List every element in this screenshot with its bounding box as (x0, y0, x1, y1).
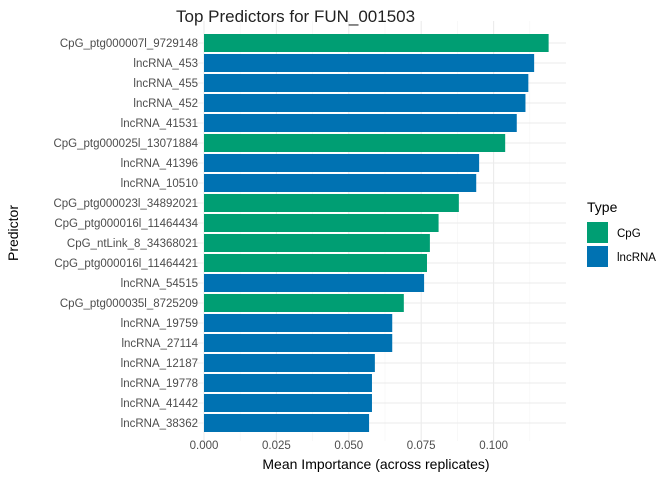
y-tick-label: lncRNA_10510 (121, 178, 198, 190)
chart-title: Top Predictors for FUN_001503 (176, 7, 415, 26)
bar (204, 134, 506, 152)
y-tick-label: lncRNA_41442 (121, 398, 198, 410)
y-tick-label: lncRNA_453 (133, 58, 198, 70)
y-tick-label: CpG_ptg000007l_9729148 (60, 38, 198, 50)
legend-title: Type (587, 199, 618, 215)
y-tick-label: CpG_ptg000016l_11464434 (54, 218, 198, 230)
x-tick-label: 0.100 (479, 440, 508, 452)
legend: Type CpG lncRNA (587, 199, 656, 267)
bar (204, 94, 526, 112)
bar (204, 274, 425, 292)
y-tick-label: lncRNA_12187 (121, 358, 198, 370)
x-tick-label: 0.025 (262, 440, 291, 452)
y-tick-label: lncRNA_455 (133, 78, 198, 90)
x-axis-title: Mean Importance (across replicates) (262, 456, 489, 472)
y-tick-label: lncRNA_54515 (121, 278, 198, 290)
legend-swatch (587, 246, 608, 267)
y-tick-label: lncRNA_38362 (121, 418, 198, 430)
x-tick-label: 0.000 (190, 440, 219, 452)
y-tick-label: CpG_ptg000023l_34892021 (53, 198, 198, 210)
bar (204, 414, 370, 432)
bar (204, 154, 480, 172)
y-tick-label: CpG_ptg000016l_11464421 (54, 258, 198, 270)
bar (204, 294, 404, 312)
bar (204, 214, 439, 232)
y-tick-label: lncRNA_452 (133, 98, 198, 110)
legend-swatch (587, 222, 608, 243)
bar (204, 34, 549, 52)
y-tick-label: CpG_ntLink_8_34368021 (67, 238, 198, 250)
bar (204, 254, 427, 272)
bar (204, 314, 393, 332)
legend-label: lncRNA (617, 252, 656, 264)
x-tick-labels: 0.000 0.025 0.050 0.075 0.100 (190, 440, 508, 452)
y-tick-label: CpG_ptg000025l_13071884 (53, 138, 198, 150)
y-tick-label: lncRNA_19759 (121, 318, 198, 330)
y-tick-label: CpG_ptg000035l_8725209 (60, 298, 198, 310)
y-tick-label: lncRNA_41396 (121, 158, 198, 170)
bar (204, 74, 529, 92)
bar (204, 174, 477, 192)
bar (204, 54, 535, 72)
bar (204, 114, 517, 132)
x-tick-label: 0.075 (407, 440, 436, 452)
bar (204, 234, 430, 252)
bar (204, 354, 375, 372)
y-tick-label: lncRNA_41531 (121, 118, 198, 130)
y-tick-label: lncRNA_27114 (121, 338, 198, 350)
bar (204, 394, 372, 412)
y-tick-labels: CpG_ptg000007l_9729148 lncRNA_453 lncRNA_4… (53, 38, 198, 430)
x-tick-label: 0.050 (334, 440, 363, 452)
y-axis-title: Predictor (5, 205, 21, 261)
bar (204, 194, 459, 212)
bar (204, 334, 393, 352)
bar (204, 374, 372, 392)
y-tick-label: lncRNA_19778 (121, 378, 198, 390)
legend-label: CpG (617, 228, 641, 240)
bars (204, 34, 549, 432)
